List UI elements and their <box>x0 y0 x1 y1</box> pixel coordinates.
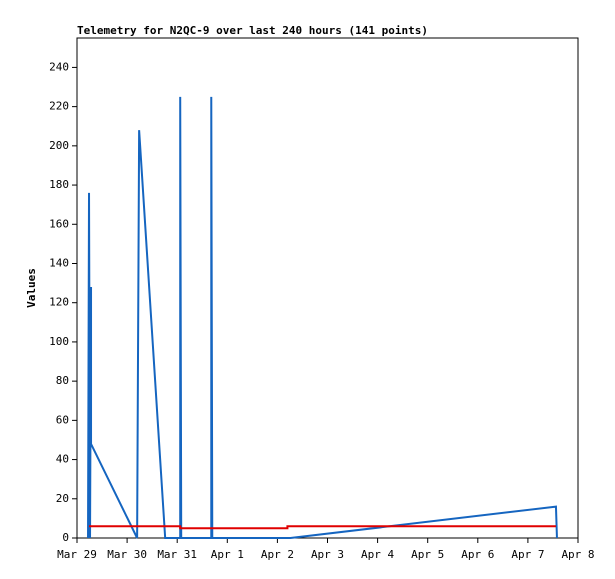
y-tick-label: 40 <box>56 453 69 466</box>
series-line <box>87 96 558 539</box>
y-tick-label: 240 <box>49 60 69 73</box>
x-tick-label: Apr 2 <box>261 548 294 561</box>
x-tick-label: Apr 3 <box>311 548 344 561</box>
plot-frame <box>76 37 579 539</box>
x-tick-label: Mar 31 <box>157 548 197 561</box>
y-tick-label: 100 <box>49 335 69 348</box>
y-tick-label: 80 <box>56 374 69 387</box>
x-tick-label: Apr 6 <box>461 548 494 561</box>
x-tick-label: Mar 29 <box>57 548 97 561</box>
y-tick-label: 220 <box>49 100 69 113</box>
y-axis-label: Values <box>25 268 38 308</box>
y-tick-label: 120 <box>49 296 69 309</box>
y-tick-label: 160 <box>49 217 69 230</box>
y-tick-label: 20 <box>56 492 69 505</box>
y-tick-label: 60 <box>56 413 69 426</box>
x-tick-label: Apr 1 <box>211 548 244 561</box>
x-tick-label: Mar 30 <box>107 548 147 561</box>
series-line <box>89 525 556 530</box>
y-tick-label: 200 <box>49 139 69 152</box>
x-tick-label: Apr 4 <box>361 548 394 561</box>
x-tick-label: Apr 7 <box>511 548 544 561</box>
y-tick-label: 180 <box>49 178 69 191</box>
chart-title: Telemetry for N2QC-9 over last 240 hours… <box>77 24 428 37</box>
x-tick-label: Apr 8 <box>561 548 594 561</box>
y-tick-label: 140 <box>49 256 69 269</box>
x-tick-label: Apr 5 <box>411 548 444 561</box>
y-tick-label: 0 <box>62 531 69 544</box>
